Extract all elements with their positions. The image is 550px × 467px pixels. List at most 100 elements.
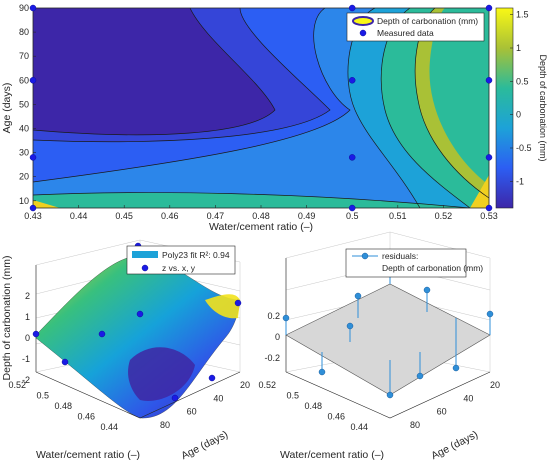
residual-legend-label-2: Depth of carbonation (mm) (382, 263, 483, 273)
contour-y-tick-label: 30 (19, 148, 29, 158)
surface-point (61, 358, 69, 366)
contour-ylabel: Age (days) (1, 83, 13, 134)
residual-legend: residuals: Depth of carbonation (mm) (345, 248, 483, 278)
colorbar-tick-label: -1 (516, 176, 524, 186)
contour-y-ticks: 10 20 30 40 50 60 70 80 90 (19, 3, 36, 206)
residual-point (346, 322, 354, 330)
surface-y-tick-label: 0.5 (36, 391, 49, 401)
contour-y-tick-label: 20 (19, 172, 29, 182)
surface-z-tick-label: 2 (25, 291, 30, 301)
measured-point (348, 77, 356, 84)
colorbar-gradient (495, 7, 514, 209)
residual-z-tick-label: -0.2 (264, 353, 280, 363)
contour-legend-label-surface: Depth of carbonation (mm) (377, 16, 478, 26)
contour-x-tick-label: 0.5 (346, 211, 359, 221)
contour-legend-marker (359, 29, 367, 37)
colorbar-tick-label: 0.5 (516, 76, 529, 86)
residual-z-tick-label: 0.2 (267, 311, 280, 321)
residual-xlabel: Age (days) (429, 428, 480, 462)
surface-legend-label-fit: Poly23 fit R²: 0.94 (162, 250, 230, 260)
surface-y-tick-label: 0.52 (8, 380, 26, 390)
surface-valley (128, 347, 195, 401)
measured-points (29, 4, 493, 212)
contour-y-tick-label: 80 (19, 27, 29, 37)
residual-chart: -0.2 0 0.2 0.52 0.5 0.48 0.46 0.44 80 60 40 20 Ag… (258, 231, 500, 462)
contour-x-tick-label: 0.49 (298, 211, 316, 221)
surface-x-tick-label: 40 (213, 393, 223, 403)
surface-xlabel: Age (days) (179, 428, 230, 462)
measured-point (485, 4, 493, 12)
surface-z-tick-label: 0 (25, 333, 30, 343)
surface-point (98, 330, 106, 338)
residual-point (452, 364, 460, 372)
residual-point (354, 292, 362, 300)
contour-y-tick-label: 50 (19, 99, 29, 109)
measured-point (348, 4, 356, 12)
contour-corner-low (33, 200, 60, 208)
residual-y-tick-label: 0.48 (304, 401, 322, 411)
contour-legend-label-measured: Measured data (377, 28, 434, 38)
residual-point (423, 286, 431, 294)
colorbar-label: Depth of carbonation (mm) (538, 54, 548, 161)
surface-x-tick-label: 80 (160, 420, 170, 430)
surface-point (32, 330, 40, 338)
surface-legend: Poly23 fit R²: 0.94 z vs. x, y (126, 245, 236, 275)
colorbar-tick-label: 1.5 (516, 10, 529, 20)
residual-y-ticks: 0.52 0.5 0.48 0.46 0.44 (258, 380, 368, 432)
contour-legend-swatch (352, 16, 374, 26)
contour-y-tick-label: 70 (19, 51, 29, 61)
surface-point (234, 299, 242, 307)
measured-point (348, 154, 356, 161)
contour-x-tick-label: 0.45 (115, 211, 133, 221)
colorbar-ticks: -1 -0.5 0 0.5 1 1.5 (510, 10, 532, 186)
residual-y-tick-label: 0.5 (286, 391, 299, 401)
contour-x-tick-label: 0.51 (389, 211, 407, 221)
surface-x-ticks: 80 60 40 20 (160, 380, 250, 430)
surface-point (136, 310, 144, 318)
contour-y-tick-label: 60 (19, 75, 29, 85)
residual-point (318, 368, 326, 376)
contour-x-tick-label: 0.47 (207, 211, 225, 221)
surface-legend-marker (141, 264, 149, 272)
contour-y-tick-label: 40 (19, 123, 29, 133)
surface-peak (205, 294, 240, 319)
surface-z-tick-label: 1 (25, 312, 30, 322)
contour-fill (33, 8, 489, 208)
surface-z-tick-label: -1 (22, 354, 30, 364)
contour-band-bottom (33, 192, 470, 208)
contour-y-tick-label: 90 (19, 3, 29, 13)
surface-legend-swatch (132, 251, 158, 258)
residual-point (486, 310, 494, 318)
colorbar: -1 -0.5 0 0.5 1 1.5 Depth of carbonation (mm) (495, 7, 548, 209)
surface-zlabel: Depth of carbonation (mm) (1, 256, 13, 381)
contour-x-tick-label: 0.46 (161, 211, 179, 221)
measured-point (29, 77, 37, 84)
surface-z-tick-label: -2 (22, 375, 30, 385)
contour-x-tick-label: 0.44 (70, 211, 88, 221)
contour-band-neg1 (33, 8, 275, 135)
surface-y-tick-label: 0.46 (77, 412, 95, 422)
measured-point (485, 204, 493, 212)
contour-x-tick-label: 0.52 (435, 211, 453, 221)
surface-point (208, 374, 216, 382)
surface-x-tick-label: 60 (187, 407, 197, 417)
residual-legend-label-1: residuals: (382, 251, 418, 261)
contour-legend: Depth of carbonation (mm) Measured data (346, 12, 485, 42)
surface-ylabel: Water/cement ratio (–) (36, 449, 140, 461)
residual-point (282, 314, 290, 322)
residual-legend-marker (361, 252, 369, 260)
residual-y-tick-label: 0.46 (327, 412, 345, 422)
surface-z-ticks: -2 -1 0 1 2 (22, 291, 30, 385)
residual-x-tick-label: 80 (410, 420, 420, 430)
zero-plane (285, 283, 491, 396)
residual-z-ticks: -0.2 0 0.2 (264, 311, 280, 363)
contour-xlabel: Water/cement ratio (–) (209, 221, 313, 233)
measured-point (29, 4, 37, 12)
surface-y-tick-label: 0.44 (100, 422, 118, 432)
residual-point (386, 391, 394, 399)
surface-y-ticks: 0.52 0.5 0.48 0.46 0.44 (8, 380, 118, 432)
colorbar-tick-label: 0 (516, 110, 521, 120)
contour-chart: 0.43 0.44 0.45 0.46 0.47 0.48 0.49 0.5 0.51 0.52 0… (1, 3, 548, 233)
contour-y-tick-label: 10 (19, 196, 29, 206)
